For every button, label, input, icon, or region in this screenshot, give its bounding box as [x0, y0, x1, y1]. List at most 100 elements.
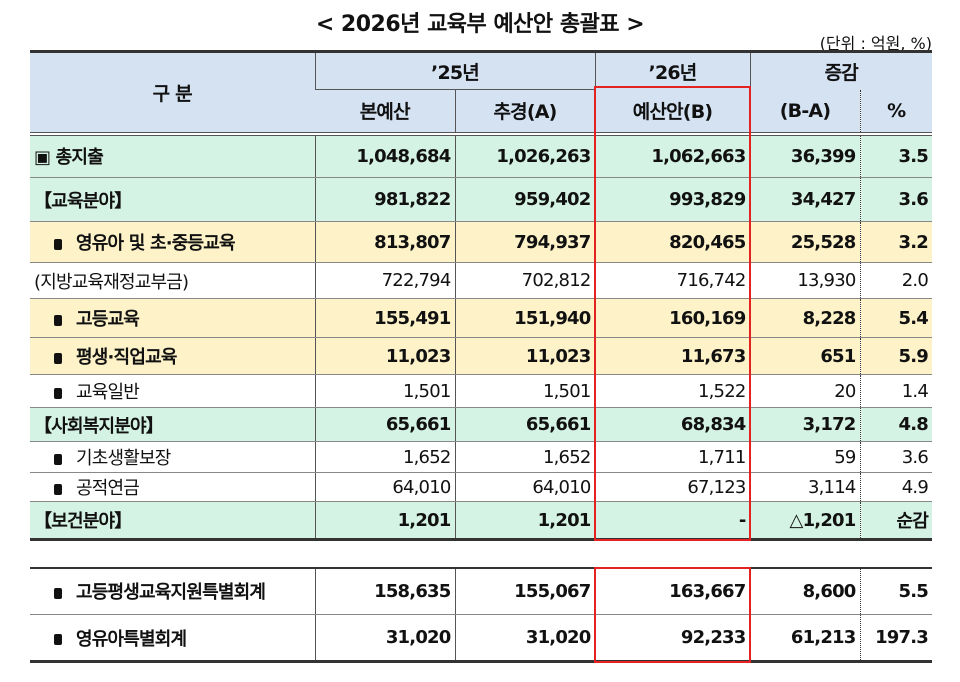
- cell-value: 1,652: [314, 441, 455, 473]
- cell-value: 65,661: [454, 407, 596, 442]
- cell-value: 92,233: [594, 614, 751, 662]
- header-pct: %: [859, 89, 933, 134]
- bullet-icon: [54, 314, 62, 326]
- cell-value: 25,528: [749, 221, 861, 263]
- cell-value: 64,010: [314, 472, 455, 502]
- cell-value: 1,501: [454, 374, 596, 408]
- row-label: 고등교육: [30, 298, 315, 338]
- table-row: 【교육분야】 981,822 959,402 993,829 34,427 3.6: [30, 177, 933, 222]
- cell-value: 5.5: [859, 567, 933, 615]
- header-supplementary: 추경(A): [454, 89, 596, 134]
- cell-value: 1,048,684: [314, 133, 455, 178]
- cell-value: 813,807: [314, 221, 455, 263]
- cell-value: 158,635: [314, 567, 455, 615]
- cell-value: 20: [749, 374, 861, 408]
- cell-value: 959,402: [454, 177, 596, 222]
- cell-value: 67,123: [594, 472, 751, 502]
- bullet-icon: [54, 634, 62, 645]
- row-label: (지방교육재정교부금): [30, 262, 315, 299]
- header-diff: (B-A): [749, 89, 861, 134]
- header-category: 구 분: [30, 51, 315, 134]
- row-label: 기초생활보장: [30, 441, 315, 473]
- table-row: 영유아 및 초·중등교육 813,807 794,937 820,465 25,528 3…: [30, 221, 933, 263]
- cell-value: 3.6: [859, 441, 933, 473]
- cell-value: 31,020: [314, 614, 455, 662]
- bullet-icon: [54, 238, 62, 250]
- cell-value: 160,169: [594, 298, 751, 338]
- cell-value: 31,020: [454, 614, 596, 662]
- cell-value: 1.4: [859, 374, 933, 408]
- budget-table: 구 분 ’25년 ’26년 증감 본예산 추경(A) 예산안(B) (B-A) …: [30, 50, 933, 663]
- table-row: ▣ 총지출 1,048,684 1,026,263 1,062,663 36,399 3.…: [30, 133, 933, 178]
- cell-value: 197.3: [859, 614, 933, 662]
- cell-value: 8,600: [749, 567, 861, 615]
- cell-value: 64,010: [454, 472, 596, 502]
- cell-value: 1,711: [594, 441, 751, 473]
- table-row: 영유아특별회계 31,020 31,020 92,233 61,213 197.3: [30, 614, 933, 662]
- cell-value: 151,940: [454, 298, 596, 338]
- header-proposal: 예산안(B): [594, 89, 751, 134]
- cell-value: △1,201: [749, 501, 861, 540]
- cell-value: 820,465: [594, 221, 751, 263]
- row-label: 영유아 및 초·중등교육: [30, 221, 315, 263]
- table-row: 기초생활보장 1,652 1,652 1,711 59 3.6: [30, 441, 933, 473]
- header-2025: ’25년: [314, 51, 596, 90]
- spacer-row: [30, 538, 933, 568]
- cell-value: 59: [749, 441, 861, 473]
- row-label: 교육일반: [30, 374, 315, 408]
- cell-value: 3.2: [859, 221, 933, 263]
- row-label: 영유아특별회계: [30, 614, 315, 662]
- row-label: 고등평생교육지원특별회계: [30, 567, 315, 615]
- cell-value: 5.9: [859, 337, 933, 375]
- bullet-icon: [54, 453, 62, 465]
- cell-value: 3.5: [859, 133, 933, 178]
- header-2026: ’26년: [594, 51, 751, 90]
- cell-value: 11,023: [454, 337, 596, 375]
- cell-value: 4.9: [859, 472, 933, 502]
- highlight-box-2026-special: [594, 567, 751, 663]
- cell-value: 981,822: [314, 177, 455, 222]
- table-row: (지방교육재정교부금) 722,794 702,812 716,742 13,930 2.…: [30, 262, 933, 299]
- cell-value: 2.0: [859, 262, 933, 299]
- cell-value: 702,812: [454, 262, 596, 299]
- cell-value: 3,172: [749, 407, 861, 442]
- cell-value: 651: [749, 337, 861, 375]
- unit-note: (단위 : 억원, %): [819, 34, 932, 53]
- bullet-icon: [54, 352, 62, 364]
- table-row: 교육일반 1,501 1,501 1,522 20 1.4: [30, 374, 933, 408]
- table-row: 【보건분야】 1,201 1,201- △1,201 순감: [30, 501, 933, 540]
- row-label: 평생·직업교육: [30, 337, 315, 375]
- cell-value: 993,829: [594, 177, 751, 222]
- table-row: 고등교육 155,491 151,940 160,169 8,228 5.4: [30, 298, 933, 338]
- bullet-icon: [54, 483, 62, 495]
- cell-value: 3.6: [859, 177, 933, 222]
- cell-value: 3,114: [749, 472, 861, 502]
- cell-value: 11,023: [314, 337, 455, 375]
- cell-value: 13,930: [749, 262, 861, 299]
- header-change: 증감: [749, 51, 933, 90]
- bullet-icon: [54, 387, 62, 399]
- cell-value: 1,501: [314, 374, 455, 408]
- table-row: 【사회복지분야】 65,661 65,661 68,834 3,172 4.8: [30, 407, 933, 442]
- cell-value: 1,522: [594, 374, 751, 408]
- cell-value: 5.4: [859, 298, 933, 338]
- row-label: 【사회복지분야】: [30, 407, 315, 442]
- header-main-budget: 본예산: [315, 89, 455, 134]
- table-row: 고등평생교육지원특별회계 158,635 155,067 163,667 8,600 5.…: [30, 567, 933, 615]
- table-row: 공적연금 64,010 64,010 67,123 3,114 4.9: [30, 472, 933, 502]
- cell-value: 155,067: [454, 567, 596, 615]
- cell-value: 68,834: [594, 407, 751, 442]
- row-label: 공적연금: [30, 472, 315, 502]
- cell-value: 11,673: [594, 337, 751, 375]
- cell-value: 65,661: [314, 407, 455, 442]
- cell-value: 4.8: [859, 407, 933, 442]
- cell-value: 1,652: [454, 441, 596, 473]
- row-label: ▣ 총지출: [30, 133, 315, 178]
- cell-value: 36,399: [749, 133, 861, 178]
- cell-value: 794,937: [454, 221, 596, 263]
- bullet-icon: [54, 587, 62, 599]
- cell-value: 1,062,663: [594, 133, 751, 178]
- cell-value: 1,201: [314, 501, 455, 540]
- cell-value: 163,667: [594, 567, 751, 615]
- page-title: < 2026년 교육부 예산안 총괄표 >: [315, 12, 645, 37]
